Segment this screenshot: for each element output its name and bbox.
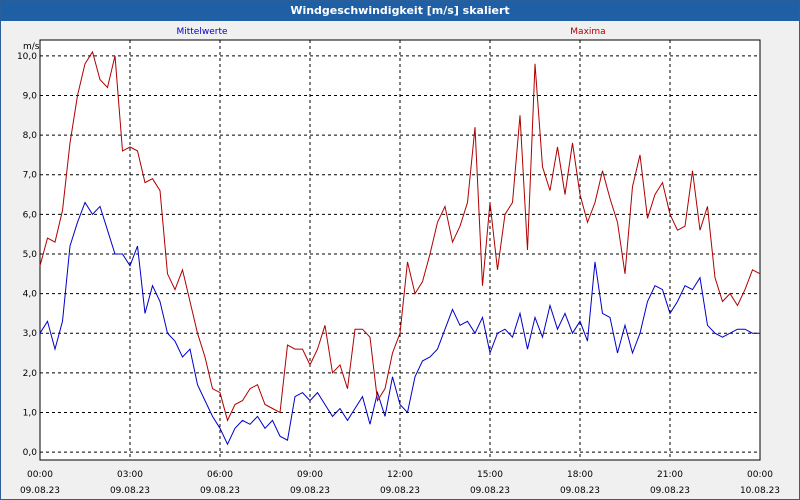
- y-tick-label: 7,0: [23, 171, 38, 181]
- legend-mean: Mittelwerte: [176, 27, 227, 37]
- x-tick-time: 15:00: [477, 470, 503, 480]
- x-axis-ticks: 00:00 09.08.23 03:00 09.08.23 06:00 09.08.23 0…: [20, 470, 780, 496]
- x-tick-time: 03:00: [117, 470, 143, 480]
- x-tick-date: 10.08.23: [740, 486, 780, 496]
- x-tick-date: 09.08.23: [110, 486, 150, 496]
- y-tick-label: 2,0: [23, 369, 38, 379]
- y-tick-label: 8,0: [23, 131, 38, 141]
- y-tick-label: 9,0: [23, 91, 38, 101]
- grid-lines: [40, 40, 760, 460]
- series-lines: [39, 50, 761, 446]
- y-axis-ticks: 0,0 1,0 2,0 3,0 4,0 5,0 6,0 7,0 8,0 9,0 10,0: [17, 52, 37, 458]
- x-tick-date: 09.08.23: [560, 486, 600, 496]
- y-tick-label: 4,0: [23, 290, 38, 300]
- y-tick-label: 6,0: [23, 210, 38, 220]
- series-max-line: [39, 50, 761, 422]
- y-tick-label: 5,0: [23, 250, 38, 260]
- x-tick-time: 18:00: [567, 470, 593, 480]
- y-axis-unit: m/s: [23, 42, 40, 52]
- x-tick-time: 09:00: [297, 470, 323, 480]
- x-tick-date: 09.08.23: [200, 486, 240, 496]
- x-tick-time: 12:00: [387, 470, 413, 480]
- x-tick-date: 09.08.23: [20, 486, 60, 496]
- x-tick-time: 21:00: [657, 470, 683, 480]
- x-tick-date: 09.08.23: [470, 486, 510, 496]
- x-tick-time: 06:00: [207, 470, 233, 480]
- y-tick-label: 3,0: [23, 329, 38, 339]
- x-tick-date: 09.08.23: [290, 486, 330, 496]
- x-tick-date: 09.08.23: [650, 486, 690, 496]
- chart-title: Windgeschwindigkeit [m/s] skaliert: [1, 1, 799, 21]
- x-tick-date: 09.08.23: [380, 486, 420, 496]
- legend-max: Maxima: [570, 27, 605, 37]
- y-tick-label: 0,0: [23, 448, 38, 458]
- y-tick-label: 10,0: [17, 52, 37, 62]
- y-tick-label: 1,0: [23, 408, 38, 418]
- x-tick-time: 00:00: [27, 470, 53, 480]
- x-tick-time: 00:00: [747, 470, 773, 480]
- series-mean-line: [39, 201, 760, 446]
